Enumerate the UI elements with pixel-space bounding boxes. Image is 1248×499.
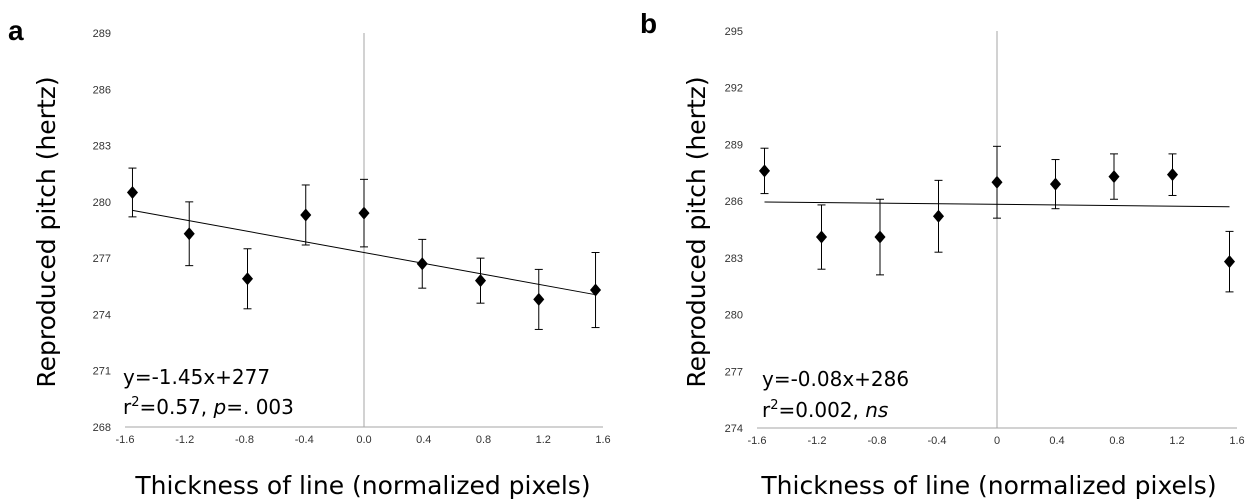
x-tick-label-a: 1.6 <box>595 434 610 446</box>
equation-a: y=-1.45x+277 <box>123 365 270 389</box>
x-tick-label-a: -0.8 <box>235 434 254 446</box>
y-tick-label-b: 292 <box>725 83 743 95</box>
x-tick-label-a: 1.2 <box>536 434 551 446</box>
plot-area-b: -1.6 -1.2 -0.8 -0.4 0 0.4 0.8 1.2 1.6 274 277 280 28… <box>725 26 1245 447</box>
y-tick-label-b: 283 <box>725 253 743 265</box>
data-point-b <box>815 230 828 244</box>
data-point-a <box>300 208 312 222</box>
data-point-a <box>474 274 487 288</box>
data-point-a <box>533 292 545 306</box>
y-axis-label-a: Reproduced pitch (hertz) <box>32 76 61 387</box>
panel-b: b Reproduced pitch (hertz) Thickness of … <box>640 8 1245 499</box>
x-tick-label-b: -0.8 <box>868 435 887 447</box>
data-point-b <box>1166 168 1179 182</box>
y-tick-label-b: 277 <box>725 366 743 378</box>
x-tick-label-a: 0.0 <box>356 434 371 446</box>
x-tick-label-b: 1.6 <box>1229 435 1244 447</box>
data-point-b <box>932 209 945 223</box>
data-point-a <box>241 272 254 286</box>
x-tick-label-a: 0.4 <box>416 434 431 446</box>
x-tick-label-a: 0.8 <box>476 434 491 446</box>
x-tick-label-a: -1.2 <box>175 434 194 446</box>
panel-label-b: b <box>640 8 657 39</box>
data-point-b <box>758 164 771 178</box>
data-point-b <box>991 175 1003 189</box>
y-tick-label-b: 280 <box>725 310 743 322</box>
data-point-b <box>1108 170 1120 184</box>
x-tick-label-b: 0.4 <box>1049 435 1064 447</box>
x-tick-label-b: 1.2 <box>1169 435 1184 447</box>
panel-label-a: a <box>8 15 24 46</box>
x-tick-label-a: -0.4 <box>295 434 314 446</box>
data-point-b <box>1049 177 1062 191</box>
y-tick-label-a: 280 <box>93 197 111 209</box>
data-point-a <box>358 206 370 220</box>
x-tick-label-b: -1.6 <box>748 435 767 447</box>
x-tick-label-b: 0.8 <box>1109 435 1124 447</box>
x-tick-label-a: -1.6 <box>116 434 135 446</box>
trendline-a <box>132 209 596 296</box>
y-tick-label-a: 289 <box>93 28 111 40</box>
y-tick-label-a: 277 <box>93 253 111 265</box>
y-tick-label-a: 268 <box>93 422 111 434</box>
data-point-a <box>416 257 428 271</box>
y-tick-label-a: 271 <box>93 366 111 378</box>
x-axis-label-b: Thickness of line (normalized pixels) <box>760 471 1216 499</box>
equation-b: y=-0.08x+286 <box>762 367 909 391</box>
y-tick-label-a: 274 <box>93 309 111 321</box>
y-tick-label-b: 274 <box>725 423 743 435</box>
y-tick-label-b: 289 <box>725 139 743 151</box>
y-axis-label-b: Reproduced pitch (hertz) <box>682 76 711 387</box>
y-tick-label-b: 295 <box>725 26 743 38</box>
stats-b: r2=0.002, ns <box>762 398 888 422</box>
data-point-b <box>1223 255 1236 269</box>
x-axis-label-a: Thickness of line (normalized pixels) <box>134 471 590 499</box>
data-point-a <box>183 227 195 241</box>
data-point-a <box>590 283 602 297</box>
x-tick-label-b: -1.2 <box>808 435 827 447</box>
x-tick-label-b: 0 <box>994 435 1000 447</box>
panel-a: a Reproduced pitch (hertz) Thickness of … <box>8 15 611 499</box>
plot-area-a: -1.6 -1.2 -0.8 -0.4 0.0 0.4 0.8 1.2 1.6 268 271 274… <box>93 28 611 446</box>
y-tick-label-a: 283 <box>93 141 111 153</box>
x-tick-label-b: -0.4 <box>928 435 947 447</box>
stats-a: r2=0.57, p=. 003 <box>123 395 294 419</box>
data-point-a <box>126 185 138 199</box>
y-tick-label-b: 286 <box>725 196 743 208</box>
data-point-b <box>874 230 886 244</box>
y-tick-label-a: 286 <box>93 84 111 96</box>
